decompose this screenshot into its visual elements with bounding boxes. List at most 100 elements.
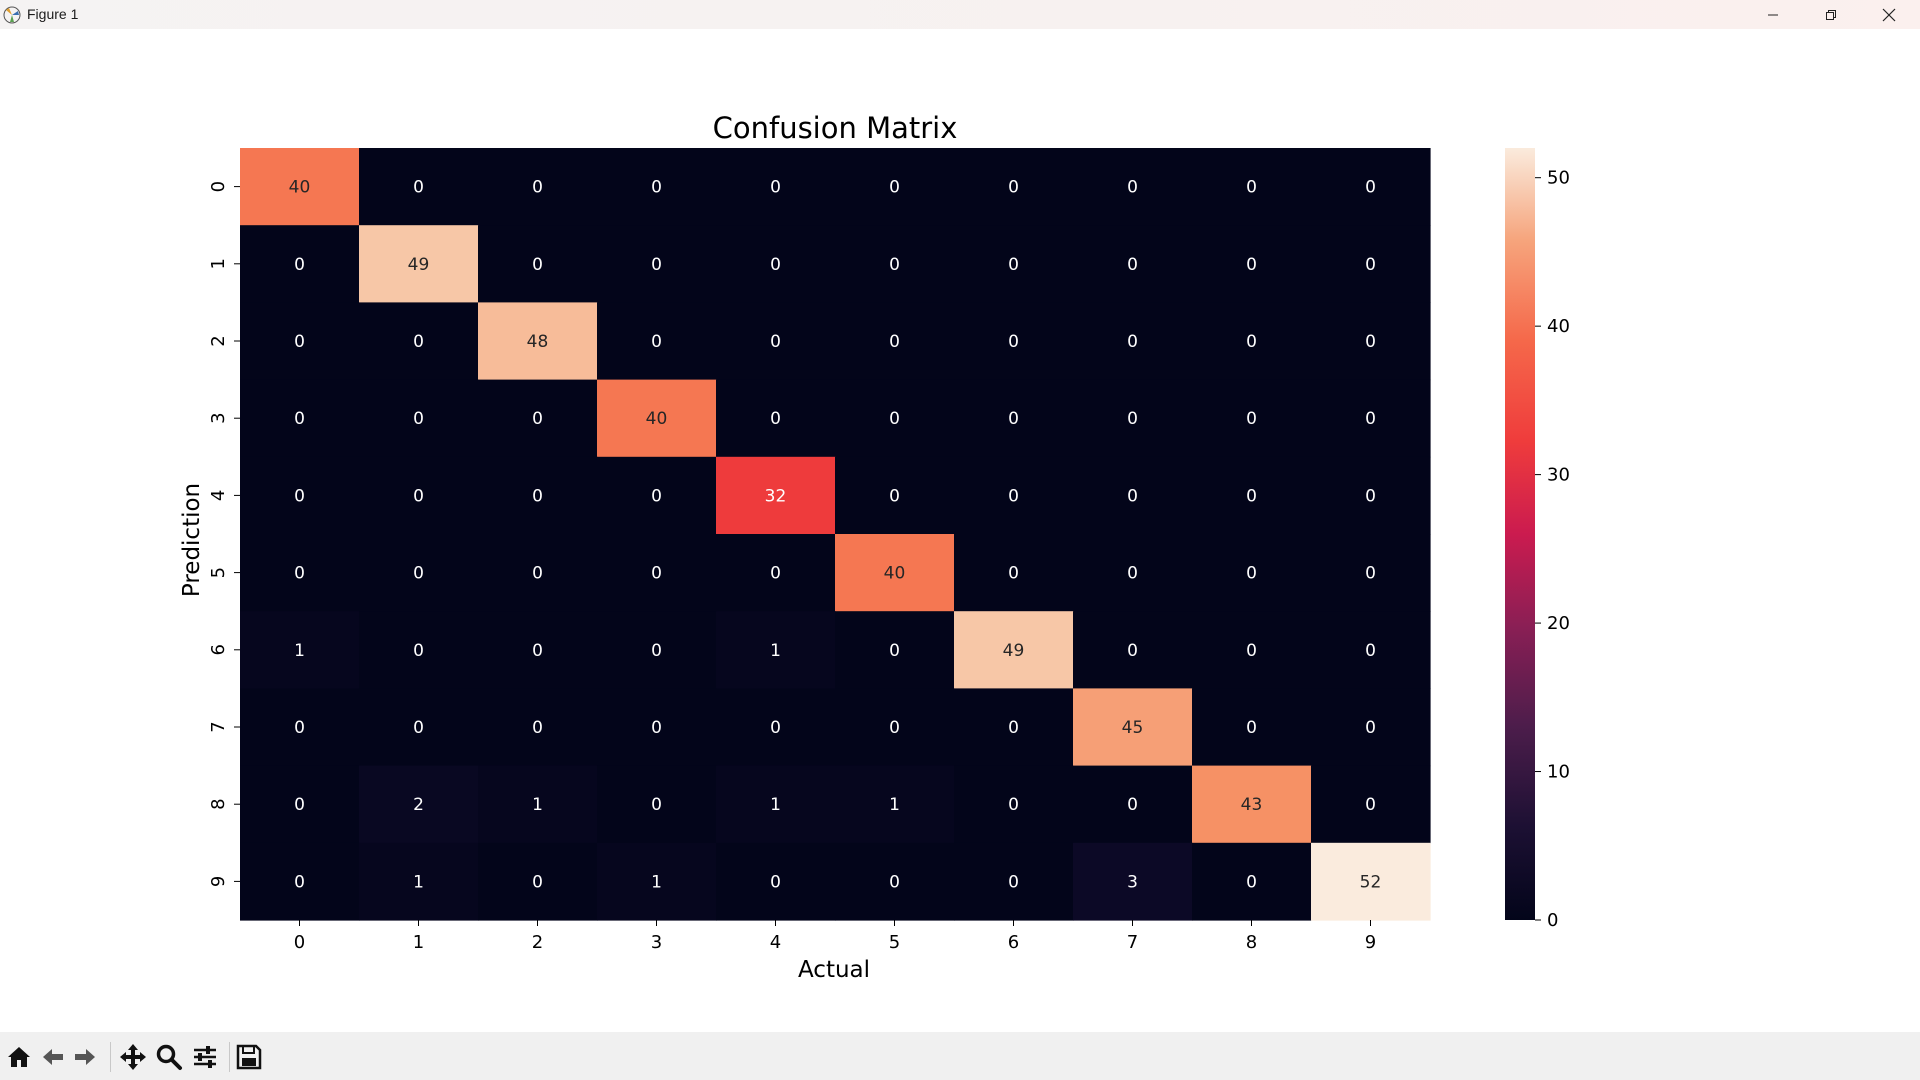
heatmap-cell (359, 456, 479, 535)
cell-value-label: 0 (532, 178, 543, 198)
heatmap-cell (359, 534, 479, 612)
heatmap-cell (240, 379, 360, 458)
heatmap-cell (716, 302, 836, 381)
y-tick-label: 4 (208, 490, 229, 501)
cell-value-label: 0 (1365, 255, 1376, 275)
heatmap-cell (835, 842, 955, 921)
heatmap-cell (597, 611, 717, 689)
heatmap-cell (240, 765, 360, 844)
heatmap-cell (1311, 611, 1431, 689)
heatmap-cell (359, 765, 479, 844)
heatmap-cell (478, 611, 598, 689)
pan-icon (120, 1044, 146, 1070)
heatmap-cell (835, 456, 955, 535)
heatmap-cell (597, 302, 717, 381)
colorbar-tick-label: 10 (1547, 762, 1570, 783)
heatmap-cell (835, 302, 955, 381)
heatmap-cell (1192, 379, 1312, 458)
cell-value-label: 0 (889, 486, 900, 506)
cell-value-label: 0 (651, 718, 662, 738)
cell-value-label: 1 (889, 795, 900, 815)
cell-value-label: 0 (532, 486, 543, 506)
cell-value-label: 0 (770, 564, 781, 584)
cell-value-label: 0 (294, 795, 305, 815)
heatmap-cell (359, 148, 479, 226)
heatmap-cell (240, 148, 360, 226)
save-icon (236, 1044, 262, 1070)
heatmap-cell (478, 379, 598, 458)
heatmap-cell (716, 456, 836, 535)
heatmap-cell (478, 302, 598, 381)
cell-value-label: 48 (527, 332, 549, 352)
cell-value-label: 0 (1127, 332, 1138, 352)
cell-value-label: 0 (1246, 178, 1257, 198)
heatmap-cell (716, 688, 836, 767)
x-tick-label: 0 (294, 932, 305, 953)
heatmap-cell (835, 534, 955, 612)
cell-value-label: 0 (1365, 409, 1376, 429)
x-tick-label: 3 (651, 932, 662, 953)
restore-button[interactable] (1802, 0, 1860, 29)
heatmap-cell (1073, 842, 1193, 921)
heatmap-cell (359, 611, 479, 689)
heatmap-cell (1073, 765, 1193, 844)
heatmap-cell (240, 842, 360, 921)
forward-button[interactable] (70, 1042, 100, 1072)
heatmap-cell (1192, 534, 1312, 612)
cell-value-label: 0 (532, 872, 543, 892)
heatmap-cell (240, 688, 360, 767)
heatmap-cell (716, 842, 836, 921)
x-tick-label: 2 (532, 932, 543, 953)
cell-value-label: 0 (889, 409, 900, 429)
close-button[interactable] (1860, 0, 1918, 29)
cell-value-label: 1 (294, 641, 305, 661)
cell-value-label: 0 (651, 332, 662, 352)
heatmap-cell (1311, 148, 1431, 226)
heatmap-cell (954, 534, 1074, 612)
heatmap-cell (597, 842, 717, 921)
pan-button[interactable] (118, 1042, 148, 1072)
cell-value-label: 40 (646, 409, 668, 429)
heatmap-cell (1311, 765, 1431, 844)
cell-value-label: 0 (1365, 486, 1376, 506)
heatmap-cell (716, 611, 836, 689)
cell-value-label: 1 (651, 872, 662, 892)
home-button[interactable] (4, 1042, 34, 1072)
cell-value-label: 1 (770, 795, 781, 815)
cell-value-label: 0 (651, 564, 662, 584)
back-arrow-icon (43, 1049, 63, 1065)
cell-value-label: 45 (1122, 718, 1144, 738)
heatmap-cell (478, 688, 598, 767)
cell-value-label: 0 (1127, 486, 1138, 506)
cell-value-label: 0 (651, 486, 662, 506)
cell-value-label: 43 (1241, 795, 1263, 815)
cell-value-label: 0 (1008, 255, 1019, 275)
zoom-button[interactable] (154, 1042, 184, 1072)
heatmap-cell (954, 148, 1074, 226)
heatmap-cell (1192, 456, 1312, 535)
heatmap-cells (240, 148, 1431, 921)
figure-canvas[interactable]: Confusion Matrix 40 0 0 0 0 0 0 0 0 0 0 49 0 0 0 0 0 0 0 0 0… (0, 29, 1920, 1032)
configure-subplots-button[interactable] (190, 1042, 220, 1072)
cell-value-label: 49 (408, 255, 430, 275)
save-button[interactable] (234, 1042, 264, 1072)
x-tick-label: 9 (1365, 932, 1376, 953)
heatmap-cell (1073, 225, 1193, 303)
heatmap-cell (954, 302, 1074, 381)
minimize-button[interactable] (1744, 0, 1802, 29)
cell-value-label: 0 (1365, 718, 1376, 738)
heatmap-cell (478, 842, 598, 921)
cell-value-label: 52 (1360, 872, 1382, 892)
y-tick-label: 1 (208, 258, 229, 269)
cell-value-label: 0 (532, 718, 543, 738)
heatmap-cell (1311, 534, 1431, 612)
heatmap-cell (954, 765, 1074, 844)
heatmap-cell (359, 225, 479, 303)
back-button[interactable] (38, 1042, 68, 1072)
toolbar-separator (110, 1042, 111, 1072)
x-axis-label: Actual (798, 957, 870, 983)
colorbar-tick-label: 0 (1547, 910, 1558, 931)
cell-value-label: 0 (889, 718, 900, 738)
forward-arrow-icon (75, 1049, 95, 1065)
heatmap-cell (835, 688, 955, 767)
